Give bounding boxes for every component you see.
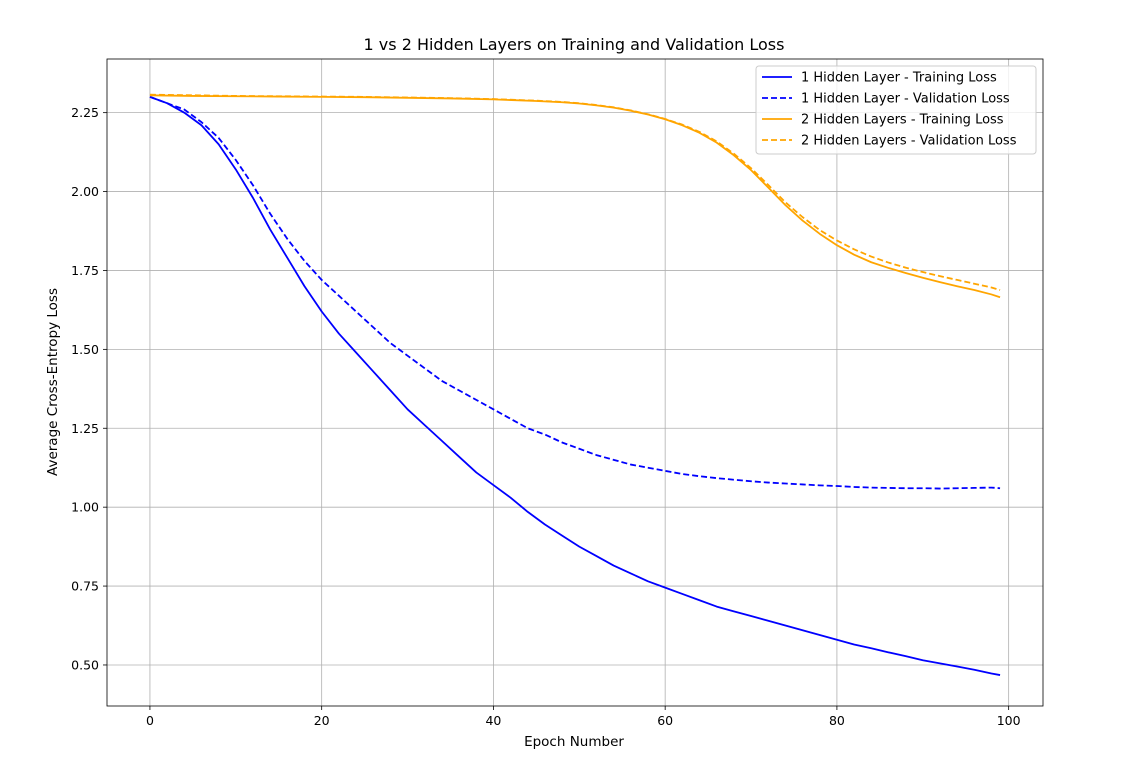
x-tick-label: 100 xyxy=(997,713,1021,728)
y-tick-label: 2.25 xyxy=(71,105,99,120)
x-axis-ticks: 0 20 40 60 80 100 xyxy=(146,706,1021,728)
x-tick-label: 0 xyxy=(146,713,154,728)
chart-title: 1 vs 2 Hidden Layers on Training and Val… xyxy=(364,35,785,54)
legend-label-3: 2 Hidden Layers - Training Loss xyxy=(801,113,1004,128)
series-line-2 xyxy=(149,96,1001,490)
y-tick-label: 1.00 xyxy=(71,500,99,515)
legend-frame xyxy=(755,65,1037,155)
series-lines xyxy=(149,93,1001,676)
y-tick-label: 1.50 xyxy=(71,342,99,357)
legend: 1 Hidden Layer - Training Loss 1 Hidden L… xyxy=(755,65,1037,155)
x-tick-label: 40 xyxy=(485,713,501,728)
legend-label-2: 1 Hidden Layer - Validation Loss xyxy=(801,92,1010,107)
legend-label-4: 2 Hidden Layers - Validation Loss xyxy=(801,134,1017,149)
x-axis-label: Epoch Number xyxy=(524,734,624,750)
y-tick-label: 1.75 xyxy=(71,263,99,278)
y-tick-label: 0.50 xyxy=(71,657,99,672)
legend-label-1: 1 Hidden Layer - Training Loss xyxy=(801,71,997,86)
y-axis-ticks: 0.50 0.75 1.00 1.25 1.50 1.75 2.00 2.25 xyxy=(71,105,107,672)
x-tick-label: 60 xyxy=(657,713,673,728)
y-axis-label: Average Cross-Entropy Loss xyxy=(45,288,61,476)
plot-frame xyxy=(106,58,1044,707)
y-tick-label: 0.75 xyxy=(71,579,99,594)
x-tick-label: 80 xyxy=(829,713,845,728)
grid xyxy=(107,59,1043,706)
series-line-1 xyxy=(149,96,1001,676)
series-line-4 xyxy=(149,93,1001,291)
y-tick-label: 2.00 xyxy=(71,184,99,199)
y-tick-label: 1.25 xyxy=(71,421,99,436)
x-tick-label: 20 xyxy=(314,713,330,728)
